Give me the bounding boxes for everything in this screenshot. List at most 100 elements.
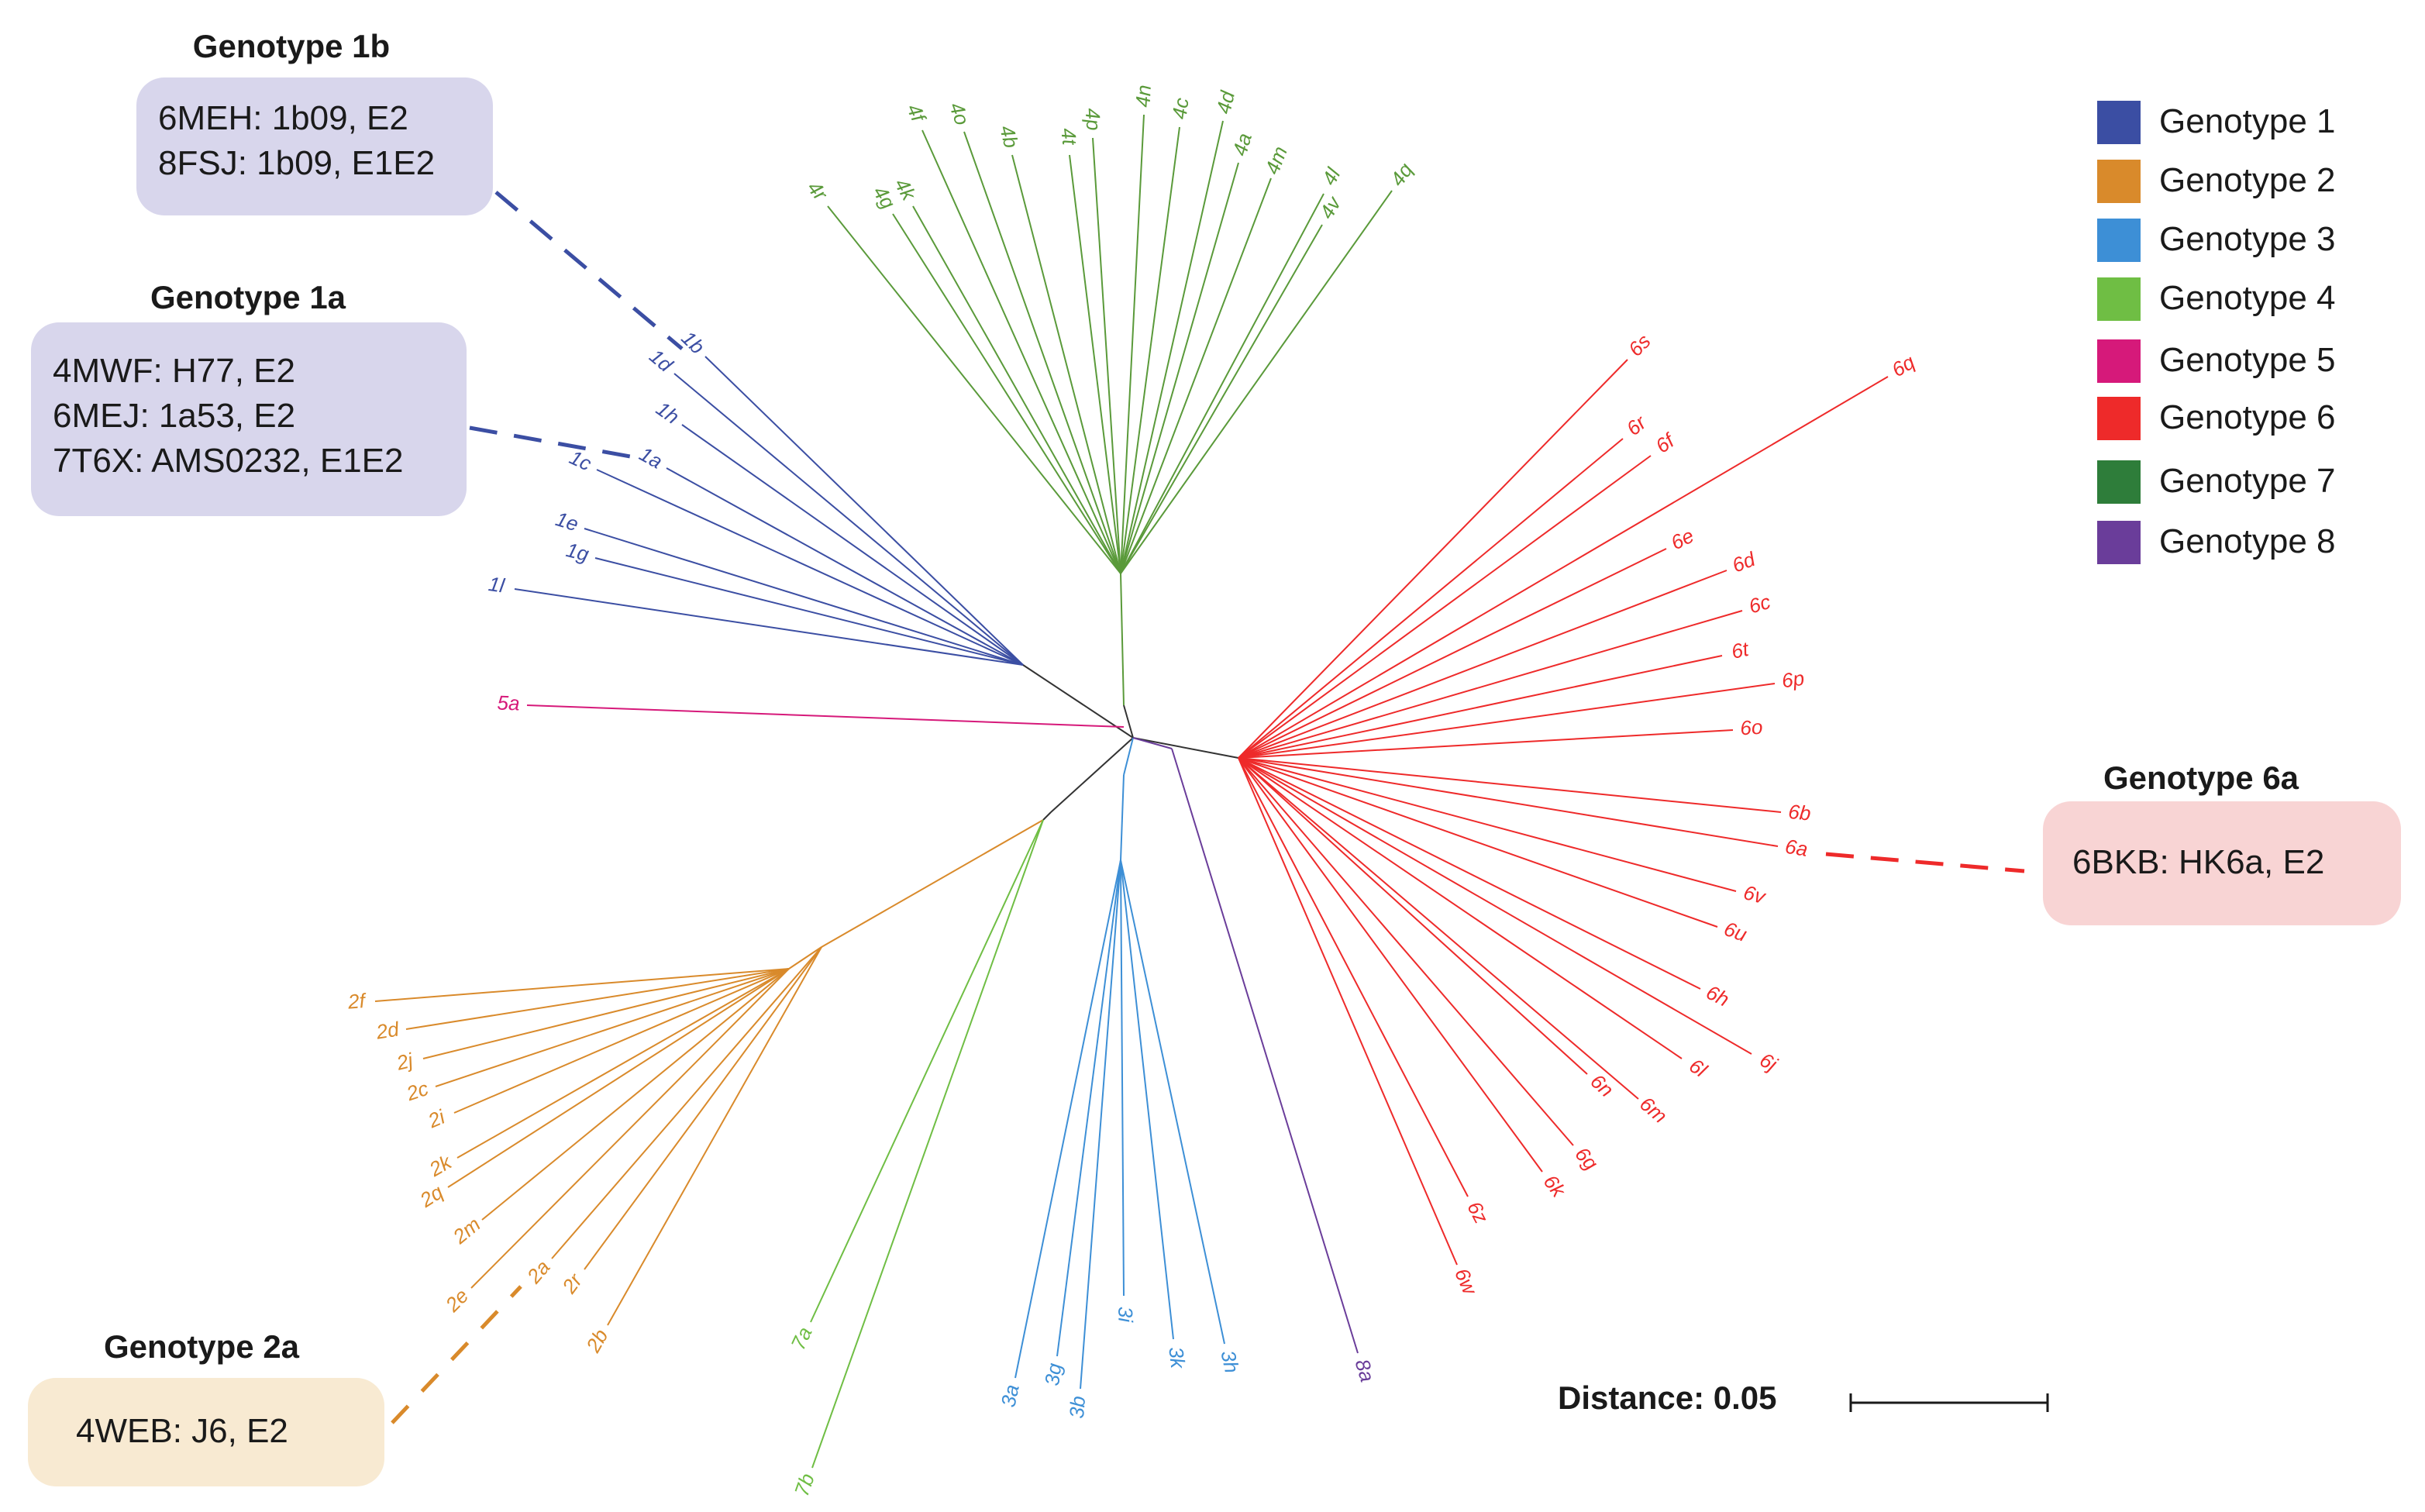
branch-1e: [584, 528, 1024, 666]
tip-label: 2f: [346, 989, 368, 1014]
branch-6z: [1238, 757, 1469, 1197]
tip-label: 1g: [564, 538, 592, 566]
branch-4g: [892, 213, 1121, 574]
branch-6s: [1238, 359, 1628, 759]
callout-title-genotype-6a: Genotype 6a: [2103, 759, 2299, 796]
legend-label: Genotype 6: [2159, 398, 2336, 436]
branch-1a: [666, 467, 1024, 666]
tip-label: 3k: [1164, 1345, 1190, 1371]
callout-box-genotype-1a: 4MWF: H77, E2 6MEJ: 1a53, E2 7T6X: AMS02…: [31, 322, 467, 516]
branch-4d: [1120, 120, 1224, 574]
legend-swatch: [2097, 397, 2141, 440]
tip-label: 1a: [636, 442, 667, 473]
branch-6h: [1238, 757, 1701, 990]
backbone-branch-g3: [1123, 737, 1134, 776]
branch-7b: [811, 819, 1044, 1469]
branch-3k: [1120, 859, 1174, 1340]
branch-2j: [422, 968, 790, 1059]
branch-8a: [1171, 748, 1359, 1354]
legend-label: Genotype 7: [2159, 462, 2336, 500]
branch-6d: [1238, 570, 1727, 759]
tip-label: 5a: [497, 691, 520, 715]
tip-label: 4v: [1314, 191, 1346, 223]
tip-label: 1h: [652, 397, 684, 429]
legend-swatch: [2097, 101, 2141, 144]
tip-label: 2m: [448, 1213, 485, 1249]
tip-label: 6j: [1756, 1048, 1783, 1076]
branch-6m: [1238, 757, 1639, 1100]
tip-label: 6g: [1570, 1142, 1603, 1175]
tip-label: 2d: [374, 1017, 401, 1044]
tip-label: 1b: [677, 326, 709, 359]
branch-6n: [1238, 757, 1588, 1075]
tip-label: 4t: [1056, 126, 1082, 147]
branch-2r: [584, 946, 822, 1270]
legend-item: Genotype 1: [2097, 101, 2407, 147]
branch-4m: [1120, 177, 1272, 574]
legend-swatch: [2097, 219, 2141, 262]
tip-label: 4n: [1131, 84, 1155, 108]
branch-2i: [453, 968, 790, 1114]
legend-swatch: [2097, 521, 2141, 564]
branch-4b: [1011, 154, 1121, 574]
branch-2k: [456, 968, 790, 1159]
tip-label: 6z: [1462, 1197, 1493, 1227]
branch-4l: [1120, 193, 1324, 574]
branch-2b: [607, 946, 822, 1326]
branch-4c: [1120, 126, 1180, 574]
branch-6a: [1238, 757, 1779, 847]
tip-label: 8a: [1350, 1356, 1379, 1384]
branch-6g: [1238, 757, 1574, 1146]
branch-2m: [481, 968, 790, 1221]
tip-label: 3b: [1065, 1395, 1090, 1419]
tip-label: 4f: [902, 100, 931, 127]
backbone-branch: [1042, 811, 1052, 821]
tip-label: 4q: [1386, 158, 1418, 190]
legend-item: Genotype 4: [2097, 277, 2407, 324]
tip-label: 6w: [1450, 1265, 1483, 1299]
branch-3i: [1120, 859, 1125, 1297]
tip-label: 3g: [1040, 1362, 1066, 1387]
tip-label: 6c: [1746, 590, 1773, 618]
branch-5a: [526, 704, 1125, 728]
tip-label: 2r: [557, 1269, 587, 1298]
tip-label: 4m: [1260, 143, 1292, 177]
tip-label: 6s: [1624, 329, 1655, 361]
tip-label: 4r: [803, 177, 833, 206]
branch-6u: [1238, 757, 1718, 928]
branch-4v: [1120, 224, 1323, 574]
callout-title-genotype-2a: Genotype 2a: [103, 1328, 300, 1365]
tip-label: 7a: [786, 1323, 816, 1353]
callout-title-genotype-1a: Genotype 1a: [150, 279, 346, 315]
tip-label: 2b: [581, 1325, 613, 1357]
tip-label: 4l: [1317, 164, 1345, 189]
branch-2f: [374, 968, 790, 1002]
branch-4n: [1120, 114, 1145, 574]
tip-label: 6n: [1586, 1069, 1618, 1102]
tip-label: 2q: [415, 1180, 448, 1212]
branch-4r: [827, 205, 1121, 574]
legend-label: Genotype 1: [2159, 102, 2336, 140]
callout-box-genotype-2a: 4WEB: J6, E2: [28, 1378, 384, 1486]
branch-6l: [1238, 757, 1683, 1059]
tip-label: 2i: [424, 1104, 449, 1132]
backbone-branch-g2g7: [1050, 737, 1134, 813]
tip-label: 2e: [440, 1284, 473, 1317]
tip-label: 1e: [553, 507, 581, 536]
callout-line: 7T6X: AMS0232, E1E2: [53, 442, 404, 480]
callout-line: 6MEH: 1b09, E2: [158, 99, 408, 137]
branch-4q: [1120, 190, 1393, 574]
callout-line: 6MEJ: 1a53, E2: [53, 397, 296, 435]
tip-label: 6f: [1651, 428, 1679, 458]
legend-label: Genotype 3: [2159, 220, 2336, 258]
callout-connector-6a: [1825, 852, 2025, 873]
tip-label: 7b: [790, 1470, 819, 1499]
tip-label: 6d: [1729, 547, 1759, 577]
legend-label: Genotype 2: [2159, 161, 2336, 199]
branch-6k: [1238, 757, 1543, 1173]
backbone-branch-g2: [821, 819, 1044, 948]
backbone-branch-g2: [788, 946, 822, 970]
branch-6c: [1238, 610, 1743, 759]
